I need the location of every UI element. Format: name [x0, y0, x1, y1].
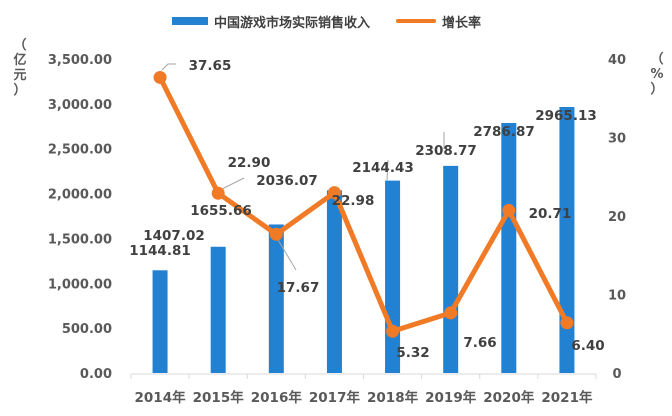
revenue-bar: [268, 224, 284, 373]
growth-rate-marker: [211, 186, 225, 200]
legend-line-swatch-icon: [396, 19, 437, 23]
revenue-bar: [443, 165, 459, 373]
growth-rate-marker: [560, 316, 574, 330]
bar-value-label: 2036.07: [256, 173, 318, 189]
x-axis-category-label: 2017年: [309, 389, 361, 406]
legend-label-growth: 增长率: [442, 15, 482, 31]
left-axis-tick-label: 500.00: [62, 322, 112, 337]
right-axis-title: （ % ）: [649, 52, 665, 97]
left-axis-tick-label: 1,500.00: [48, 232, 112, 247]
left-axis: 0.00 500.00 1,000.00 1,500.00 2,000.00 2,500.…: [48, 53, 112, 382]
growth-value-label: 37.65: [189, 58, 232, 74]
growth-rate-marker: [153, 70, 167, 84]
line-series: [153, 70, 574, 338]
legend: 中国游戏市场实际销售收入 增长率: [172, 11, 507, 31]
left-axis-title-char: ）: [13, 83, 27, 98]
leader-line: [161, 63, 176, 71]
x-axis-category-label: 2018年: [367, 389, 419, 406]
legend-item-revenue: 中国游戏市场实际销售收入: [172, 12, 370, 31]
growth-value-label: 6.40: [571, 338, 604, 354]
left-axis-tick-label: 3,000.00: [48, 98, 112, 113]
legend-label-revenue: 中国游戏市场实际销售收入: [214, 15, 371, 31]
left-axis-title-char: （: [13, 38, 27, 53]
x-axis-category-label: 2020年: [483, 389, 535, 406]
right-axis-tick-label: 30: [608, 132, 626, 147]
x-axis-category-label: 2016年: [251, 389, 303, 406]
revenue-bar: [210, 246, 226, 373]
right-axis-tick-label: 0: [612, 367, 621, 382]
left-axis-tick-label: 1,000.00: [48, 277, 112, 292]
growth-value-label: 17.67: [277, 280, 320, 296]
bar-series: [152, 106, 575, 374]
right-axis-title-char: ）: [650, 82, 664, 97]
growth-rate-marker: [386, 324, 400, 338]
right-axis-title-char: （: [650, 52, 664, 67]
bar-value-label: 2308.77: [415, 143, 477, 159]
legend-bar-swatch-icon: [172, 17, 208, 25]
x-axis: 2014年 2015年 2016年 2017年 2018年 2019年 2020年 2021年: [130, 373, 597, 406]
right-axis-tick-label: 20: [608, 210, 626, 225]
bar-value-label: 1407.02: [143, 228, 205, 244]
left-axis-title-char: 元: [13, 68, 27, 83]
growth-rate-marker: [269, 227, 283, 241]
growth-value-label: 22.98: [332, 193, 375, 209]
growth-rate-marker: [502, 203, 516, 217]
x-axis-category-label: 2015年: [193, 389, 245, 406]
right-axis-tick-label: 40: [608, 53, 626, 68]
right-axis: 0 10 20 30 40: [608, 53, 626, 382]
legend-item-growth: 增长率: [396, 12, 481, 31]
growth-value-label: 20.71: [529, 206, 572, 222]
leader-line: [386, 159, 389, 182]
right-axis-tick-label: 10: [608, 289, 626, 304]
left-axis-tick-label: 2,000.00: [48, 188, 112, 203]
left-axis-title-char: 亿: [13, 53, 27, 68]
x-axis-category-label: 2021年: [541, 389, 593, 406]
growth-value-label: 22.90: [228, 155, 271, 171]
growth-value-label: 5.32: [396, 345, 429, 361]
revenue-bar: [152, 270, 168, 373]
bar-value-label: 1144.81: [129, 243, 191, 259]
bar-value-label: 2144.43: [352, 160, 414, 176]
growth-rate-marker: [444, 306, 458, 320]
x-axis-category-label: 2019年: [425, 389, 477, 406]
left-axis-tick-label: 0.00: [80, 367, 112, 382]
growth-rate-marker: [327, 186, 341, 200]
bar-value-label: 1655.66: [190, 203, 252, 219]
bar-value-label: 2786.87: [473, 124, 535, 140]
growth-value-label: 7.66: [463, 335, 496, 351]
revenue-bar: [559, 106, 575, 374]
growth-rate-line: [157, 76, 570, 334]
bar-value-label: 2965.13: [535, 108, 597, 124]
left-axis-title: （ 亿 元 ）: [12, 38, 28, 98]
x-axis-category-label: 2014年: [135, 389, 187, 406]
line-data-labels: 37.65 22.90 17.67 22.98 5.32 7.66 20.71 6.40: [189, 58, 605, 361]
revenue-bar: [501, 122, 517, 373]
revenue-bar: [326, 190, 342, 373]
right-axis-title-char: %: [650, 67, 664, 82]
left-axis-tick-label: 2,500.00: [48, 143, 112, 158]
left-axis-tick-label: 3,500.00: [48, 53, 112, 68]
